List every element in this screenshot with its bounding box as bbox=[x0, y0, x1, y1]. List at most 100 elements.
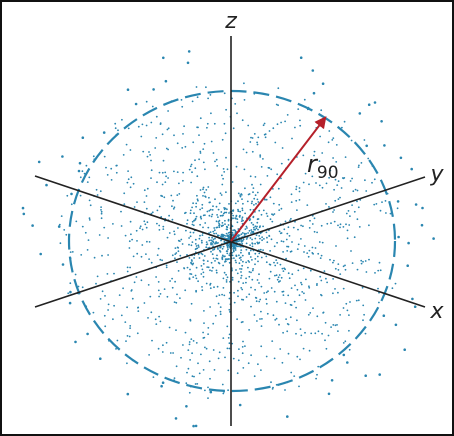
point bbox=[290, 201, 293, 204]
point bbox=[242, 367, 245, 369]
point bbox=[258, 209, 261, 212]
point bbox=[348, 329, 350, 332]
point bbox=[237, 200, 239, 203]
point bbox=[270, 381, 272, 384]
point bbox=[207, 186, 210, 188]
point bbox=[194, 424, 198, 428]
point bbox=[347, 210, 350, 212]
point bbox=[79, 194, 82, 197]
point bbox=[250, 271, 252, 274]
point bbox=[130, 233, 132, 236]
point bbox=[314, 247, 317, 249]
point bbox=[174, 417, 178, 420]
point bbox=[378, 373, 382, 376]
point bbox=[191, 171, 193, 174]
point bbox=[311, 246, 314, 249]
point bbox=[245, 277, 248, 280]
point bbox=[212, 205, 214, 208]
point bbox=[189, 212, 192, 215]
point bbox=[195, 342, 198, 344]
point bbox=[201, 286, 203, 288]
point bbox=[175, 252, 178, 254]
radius-label: r90 bbox=[307, 150, 339, 183]
point bbox=[234, 202, 237, 205]
point bbox=[334, 199, 337, 202]
point bbox=[280, 207, 283, 210]
point bbox=[259, 232, 262, 235]
point bbox=[103, 314, 106, 317]
point bbox=[179, 254, 182, 257]
point bbox=[235, 165, 238, 168]
point bbox=[330, 379, 334, 382]
point bbox=[253, 204, 255, 206]
point bbox=[238, 234, 241, 237]
point bbox=[287, 352, 290, 355]
point bbox=[162, 225, 165, 228]
point bbox=[85, 164, 88, 167]
point bbox=[132, 182, 135, 185]
point bbox=[186, 222, 188, 225]
point bbox=[206, 243, 209, 246]
point bbox=[227, 337, 230, 339]
point bbox=[225, 228, 228, 231]
point bbox=[246, 227, 248, 229]
point bbox=[326, 281, 328, 284]
point bbox=[226, 226, 228, 228]
point bbox=[174, 257, 176, 260]
point bbox=[239, 195, 242, 198]
point bbox=[222, 233, 224, 236]
point bbox=[176, 293, 178, 296]
point bbox=[184, 289, 187, 292]
point bbox=[151, 211, 154, 214]
point bbox=[181, 243, 184, 245]
point bbox=[351, 204, 353, 207]
point bbox=[183, 125, 186, 128]
point bbox=[190, 261, 192, 264]
point bbox=[150, 261, 153, 264]
point bbox=[212, 349, 215, 351]
point bbox=[150, 159, 152, 162]
point bbox=[205, 241, 208, 244]
point bbox=[271, 388, 274, 390]
point bbox=[100, 209, 102, 211]
point bbox=[225, 273, 228, 276]
point bbox=[254, 252, 257, 255]
point bbox=[74, 273, 77, 276]
point bbox=[321, 186, 324, 189]
point bbox=[165, 175, 168, 178]
point bbox=[188, 341, 191, 343]
point bbox=[164, 171, 167, 174]
point bbox=[341, 126, 343, 129]
point bbox=[182, 344, 184, 346]
point bbox=[334, 288, 336, 290]
point bbox=[374, 272, 376, 274]
point bbox=[198, 237, 201, 240]
point bbox=[203, 191, 206, 194]
point bbox=[148, 258, 151, 260]
point bbox=[201, 268, 204, 271]
point bbox=[78, 161, 82, 165]
point bbox=[134, 102, 138, 106]
point bbox=[295, 199, 298, 202]
point bbox=[219, 214, 222, 217]
point bbox=[228, 212, 230, 214]
point bbox=[189, 231, 192, 234]
point bbox=[357, 166, 360, 169]
point bbox=[126, 362, 128, 365]
point bbox=[248, 271, 251, 273]
point bbox=[243, 232, 246, 235]
point bbox=[232, 249, 235, 252]
point bbox=[209, 231, 212, 234]
point bbox=[211, 266, 214, 269]
point bbox=[107, 309, 109, 311]
point bbox=[202, 148, 205, 151]
point bbox=[154, 147, 157, 149]
point bbox=[120, 225, 123, 227]
point bbox=[342, 287, 345, 290]
point bbox=[171, 254, 174, 257]
point bbox=[159, 122, 162, 125]
point bbox=[201, 253, 204, 256]
point bbox=[227, 224, 230, 226]
point bbox=[348, 224, 351, 226]
